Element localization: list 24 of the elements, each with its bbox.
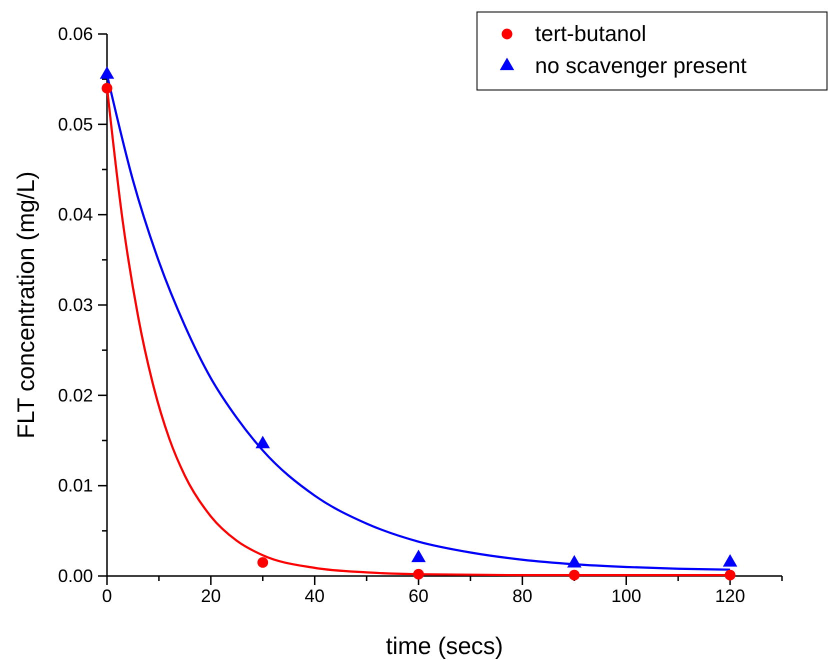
x-tick-label: 120 [715,586,746,606]
y-tick-label: 0.06 [58,24,93,44]
y-tick-label: 0.02 [58,385,93,406]
y-tick-label: 0.00 [58,566,93,586]
point [100,66,114,79]
x-tick-label: 100 [611,586,642,606]
y-tick-label: 0.05 [58,114,93,134]
point [413,568,424,580]
x-tick-label: 0 [102,586,112,606]
x-tick-label: 40 [304,586,325,606]
y-tick-label: 0.03 [58,295,93,315]
x-axis-title: time (secs) [386,633,504,660]
legend-label: no scavenger present [535,53,747,78]
y-tick-label: 0.01 [58,476,93,496]
y-tick-label: 0.04 [58,204,93,225]
point [256,436,270,448]
point [257,557,268,568]
x-tick-label: 80 [512,586,532,606]
point [724,570,736,580]
x-tick-label: 20 [200,586,221,606]
legend-label: tert-butanol [535,21,646,46]
y-axis-title: FLT concentration (mg/L) [13,171,40,439]
point [568,570,580,580]
x-tick-label: 60 [408,586,429,606]
